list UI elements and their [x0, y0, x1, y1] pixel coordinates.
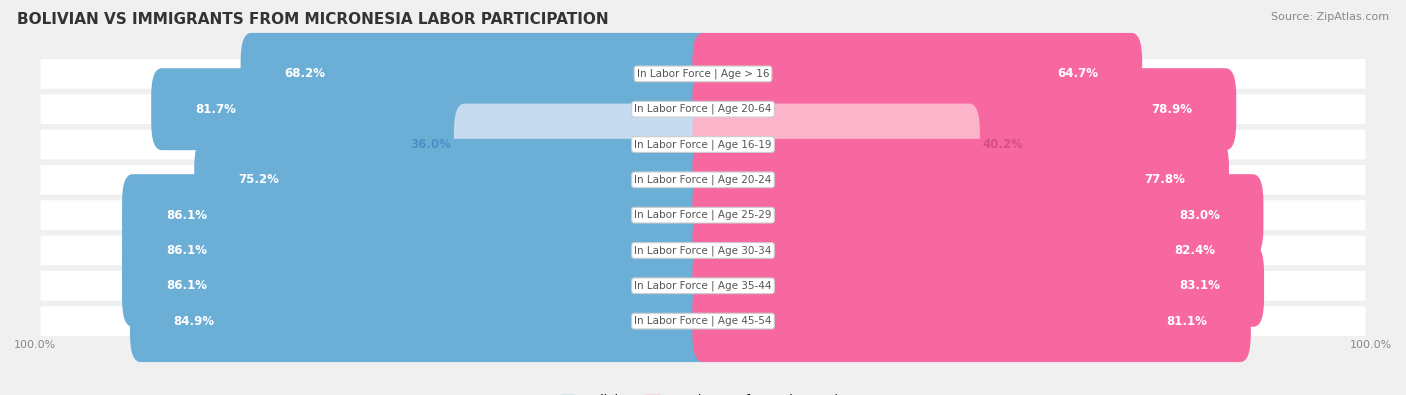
FancyBboxPatch shape [41, 306, 1365, 336]
Text: 100.0%: 100.0% [14, 340, 56, 350]
FancyBboxPatch shape [692, 139, 1229, 221]
Text: 77.8%: 77.8% [1144, 173, 1185, 186]
Text: In Labor Force | Age 25-29: In Labor Force | Age 25-29 [634, 210, 772, 220]
FancyBboxPatch shape [194, 139, 714, 221]
Text: 83.1%: 83.1% [1180, 279, 1220, 292]
Text: 86.1%: 86.1% [166, 279, 207, 292]
FancyBboxPatch shape [152, 68, 714, 150]
Text: In Labor Force | Age 20-24: In Labor Force | Age 20-24 [634, 175, 772, 185]
Text: In Labor Force | Age 20-64: In Labor Force | Age 20-64 [634, 104, 772, 115]
Text: In Labor Force | Age 16-19: In Labor Force | Age 16-19 [634, 139, 772, 150]
Text: BOLIVIAN VS IMMIGRANTS FROM MICRONESIA LABOR PARTICIPATION: BOLIVIAN VS IMMIGRANTS FROM MICRONESIA L… [17, 12, 609, 27]
FancyBboxPatch shape [692, 245, 1264, 327]
Text: 78.9%: 78.9% [1152, 103, 1192, 116]
Text: 86.1%: 86.1% [166, 209, 207, 222]
Text: 81.1%: 81.1% [1166, 314, 1208, 327]
FancyBboxPatch shape [41, 94, 1365, 124]
FancyBboxPatch shape [41, 130, 1365, 159]
FancyBboxPatch shape [122, 174, 714, 256]
Text: In Labor Force | Age > 16: In Labor Force | Age > 16 [637, 69, 769, 79]
Text: In Labor Force | Age 45-54: In Labor Force | Age 45-54 [634, 316, 772, 326]
Text: 68.2%: 68.2% [284, 68, 325, 81]
Legend: Bolivian, Immigrants from Micronesia: Bolivian, Immigrants from Micronesia [560, 394, 846, 395]
FancyBboxPatch shape [122, 245, 714, 327]
Text: 81.7%: 81.7% [195, 103, 236, 116]
FancyBboxPatch shape [122, 209, 714, 292]
FancyBboxPatch shape [240, 33, 714, 115]
FancyBboxPatch shape [692, 209, 1260, 292]
FancyBboxPatch shape [692, 68, 1236, 150]
Text: In Labor Force | Age 35-44: In Labor Force | Age 35-44 [634, 280, 772, 291]
FancyBboxPatch shape [41, 236, 1365, 265]
FancyBboxPatch shape [692, 103, 980, 186]
Text: 36.0%: 36.0% [411, 138, 451, 151]
Text: 82.4%: 82.4% [1175, 244, 1216, 257]
Text: 83.0%: 83.0% [1178, 209, 1220, 222]
FancyBboxPatch shape [692, 174, 1264, 256]
Text: 75.2%: 75.2% [238, 173, 278, 186]
FancyBboxPatch shape [41, 200, 1365, 230]
FancyBboxPatch shape [454, 103, 714, 186]
Text: 86.1%: 86.1% [166, 244, 207, 257]
Text: 40.2%: 40.2% [983, 138, 1024, 151]
Text: 84.9%: 84.9% [174, 314, 215, 327]
Text: In Labor Force | Age 30-34: In Labor Force | Age 30-34 [634, 245, 772, 256]
FancyBboxPatch shape [41, 165, 1365, 195]
FancyBboxPatch shape [692, 33, 1142, 115]
Text: Source: ZipAtlas.com: Source: ZipAtlas.com [1271, 12, 1389, 22]
FancyBboxPatch shape [129, 280, 714, 362]
FancyBboxPatch shape [41, 271, 1365, 301]
FancyBboxPatch shape [41, 59, 1365, 89]
Text: 100.0%: 100.0% [1350, 340, 1392, 350]
FancyBboxPatch shape [692, 280, 1251, 362]
Text: 64.7%: 64.7% [1057, 68, 1098, 81]
